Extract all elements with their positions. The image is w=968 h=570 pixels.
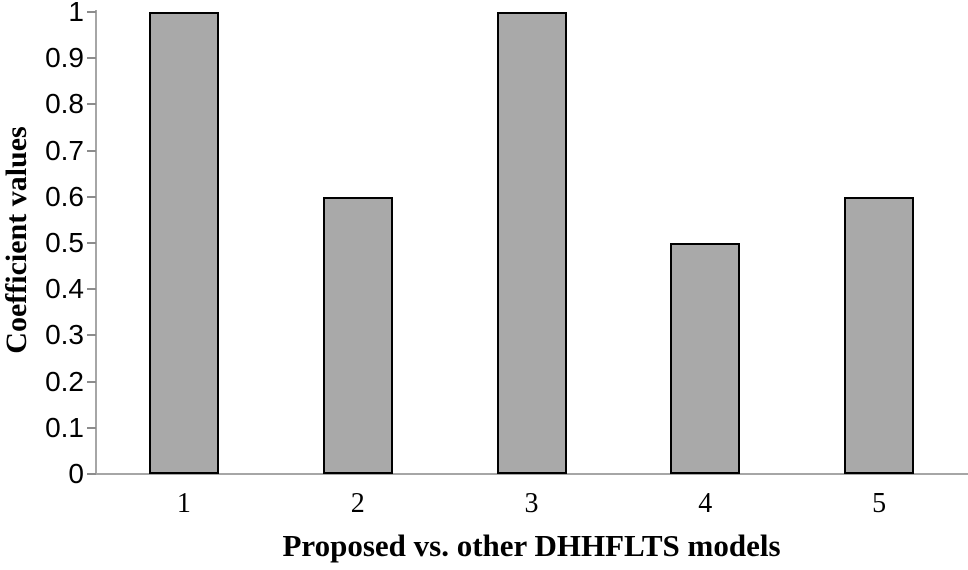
y-tick-label: 0.7 [45,134,84,166]
y-tick-mark [87,334,96,337]
y-tick-label: 0.3 [45,319,84,351]
y-tick-mark [87,426,96,429]
x-tick-label: 3 [524,488,539,519]
y-tick-mark [87,149,96,152]
x-tick-label: 1 [176,488,191,519]
bar [670,243,741,474]
bar [844,196,915,474]
y-tick-label: 0.5 [45,227,84,258]
y-tick-label: 0.1 [45,411,84,443]
y-tick-mark [87,380,96,383]
y-tick-mark [87,473,96,475]
bar [496,12,567,474]
y-axis-line [95,10,97,475]
y-tick-label: 0.8 [45,88,84,120]
y-tick-mark [87,242,96,244]
y-tick-label: 0.2 [45,365,84,397]
y-tick-mark [87,103,96,106]
y-tick-mark [87,288,96,291]
x-axis-title: Proposed vs. other DHHFLTS models [282,528,781,563]
x-tick-label: 5 [872,488,887,519]
y-tick-label: 0.4 [45,273,84,305]
bar [322,196,393,474]
y-tick-label: 0.6 [45,180,84,212]
y-tick-mark [87,11,96,13]
bar [148,12,219,474]
x-tick-label: 2 [350,488,365,519]
x-tick-label: 4 [698,488,713,519]
y-tick-label: 1 [68,0,84,27]
x-axis-line [95,473,968,475]
y-tick-mark [87,195,96,198]
y-tick-label: 0 [68,458,84,489]
y-tick-label: 0.9 [45,42,84,74]
y-tick-mark [87,57,96,60]
